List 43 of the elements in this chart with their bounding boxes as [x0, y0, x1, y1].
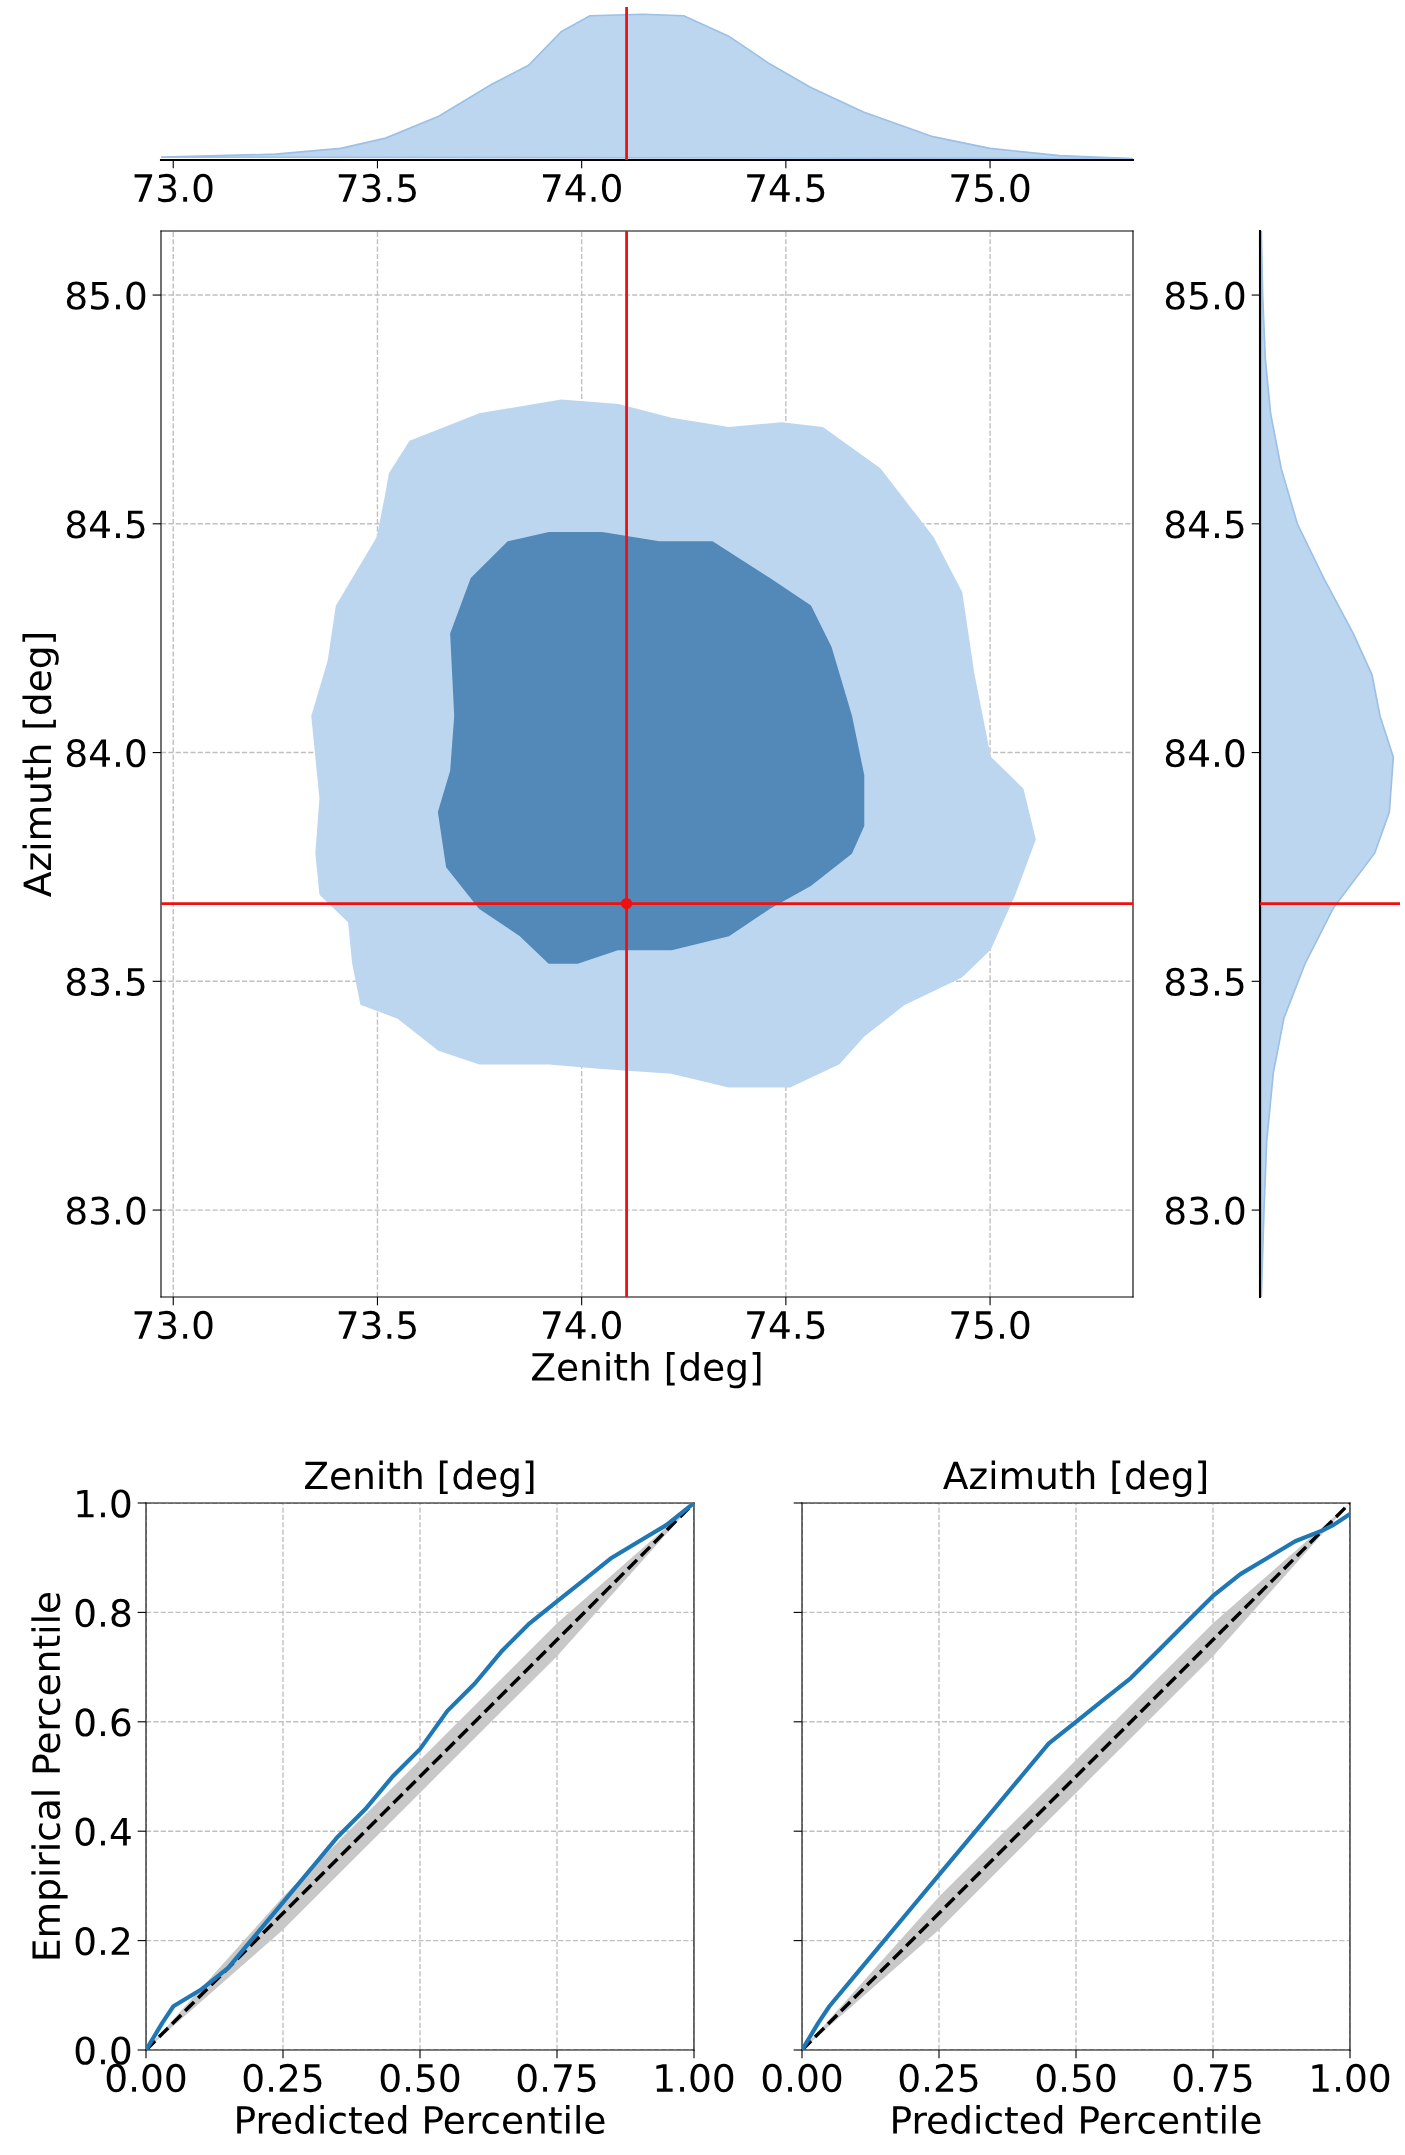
y-tick-label: 85.0 — [1165, 281, 1245, 310]
x-tick-label: 0.00 — [106, 2063, 186, 2093]
chart-title: Azimuth [deg] — [943, 1460, 1206, 1497]
x-tick-label: 1.00 — [1312, 2063, 1390, 2093]
x-tick-label: 0.25 — [243, 2063, 322, 2093]
x-tick-label: 73.5 — [338, 1310, 416, 1340]
y-tick-label: 83.0 — [66, 1196, 146, 1225]
x-tick-label: 74.5 — [747, 1311, 825, 1340]
x-tick-label: 73.0 — [134, 1310, 213, 1340]
y-tick-label: 85.0 — [66, 281, 146, 310]
x-tick-label: 75.0 — [951, 173, 1030, 203]
y-tick-label: 84.5 — [1165, 510, 1244, 539]
y-tick-label: 0.2 — [75, 1927, 130, 1956]
x-axis-title: Predicted Percentile — [893, 2105, 1261, 2135]
y-axis-title: Azimuth [deg] — [22, 634, 59, 897]
y-tick-label: 83.0 — [1165, 1196, 1245, 1225]
y-tick-label: 84.0 — [1165, 738, 1245, 768]
y-tick-label: 0.0 — [75, 2036, 131, 2065]
y-tick-label: 83.5 — [66, 967, 145, 997]
x-tick-label: 74.0 — [542, 1310, 621, 1340]
x-tick-label: 74.0 — [542, 173, 621, 203]
y-tick-label: 84.5 — [66, 510, 145, 539]
y-tick-label: 0.6 — [75, 1708, 131, 1737]
y-tick-label: 0.4 — [75, 1817, 131, 1846]
y-tick-label: 0.8 — [75, 1598, 131, 1628]
y-tick-label: 83.5 — [1165, 967, 1244, 997]
x-tick-label: 0.25 — [899, 2063, 978, 2093]
x-tick-label: 1.00 — [656, 2063, 734, 2093]
x-tick-label: 73.0 — [134, 173, 213, 203]
x-tick-label: 75.0 — [951, 1310, 1030, 1340]
x-tick-label: 0.75 — [517, 2063, 596, 2093]
x-tick-label: 74.5 — [747, 174, 825, 203]
x-tick-label: 73.5 — [338, 173, 416, 203]
y-axis-title: Empirical Percentile — [31, 1592, 68, 1959]
x-axis-title: Zenith [deg] — [532, 1352, 761, 1389]
x-axis-title: Predicted Percentile — [237, 2105, 605, 2135]
chart-title: Zenith [deg] — [305, 1460, 534, 1497]
x-tick-label: 0.75 — [1173, 2063, 1252, 2093]
y-tick-label: 1.0 — [77, 1489, 131, 1518]
x-tick-label: 0.00 — [762, 2063, 842, 2093]
x-tick-label: 0.50 — [380, 2063, 460, 2093]
y-tick-label: 84.0 — [66, 738, 146, 768]
x-tick-label: 0.50 — [1036, 2063, 1116, 2093]
